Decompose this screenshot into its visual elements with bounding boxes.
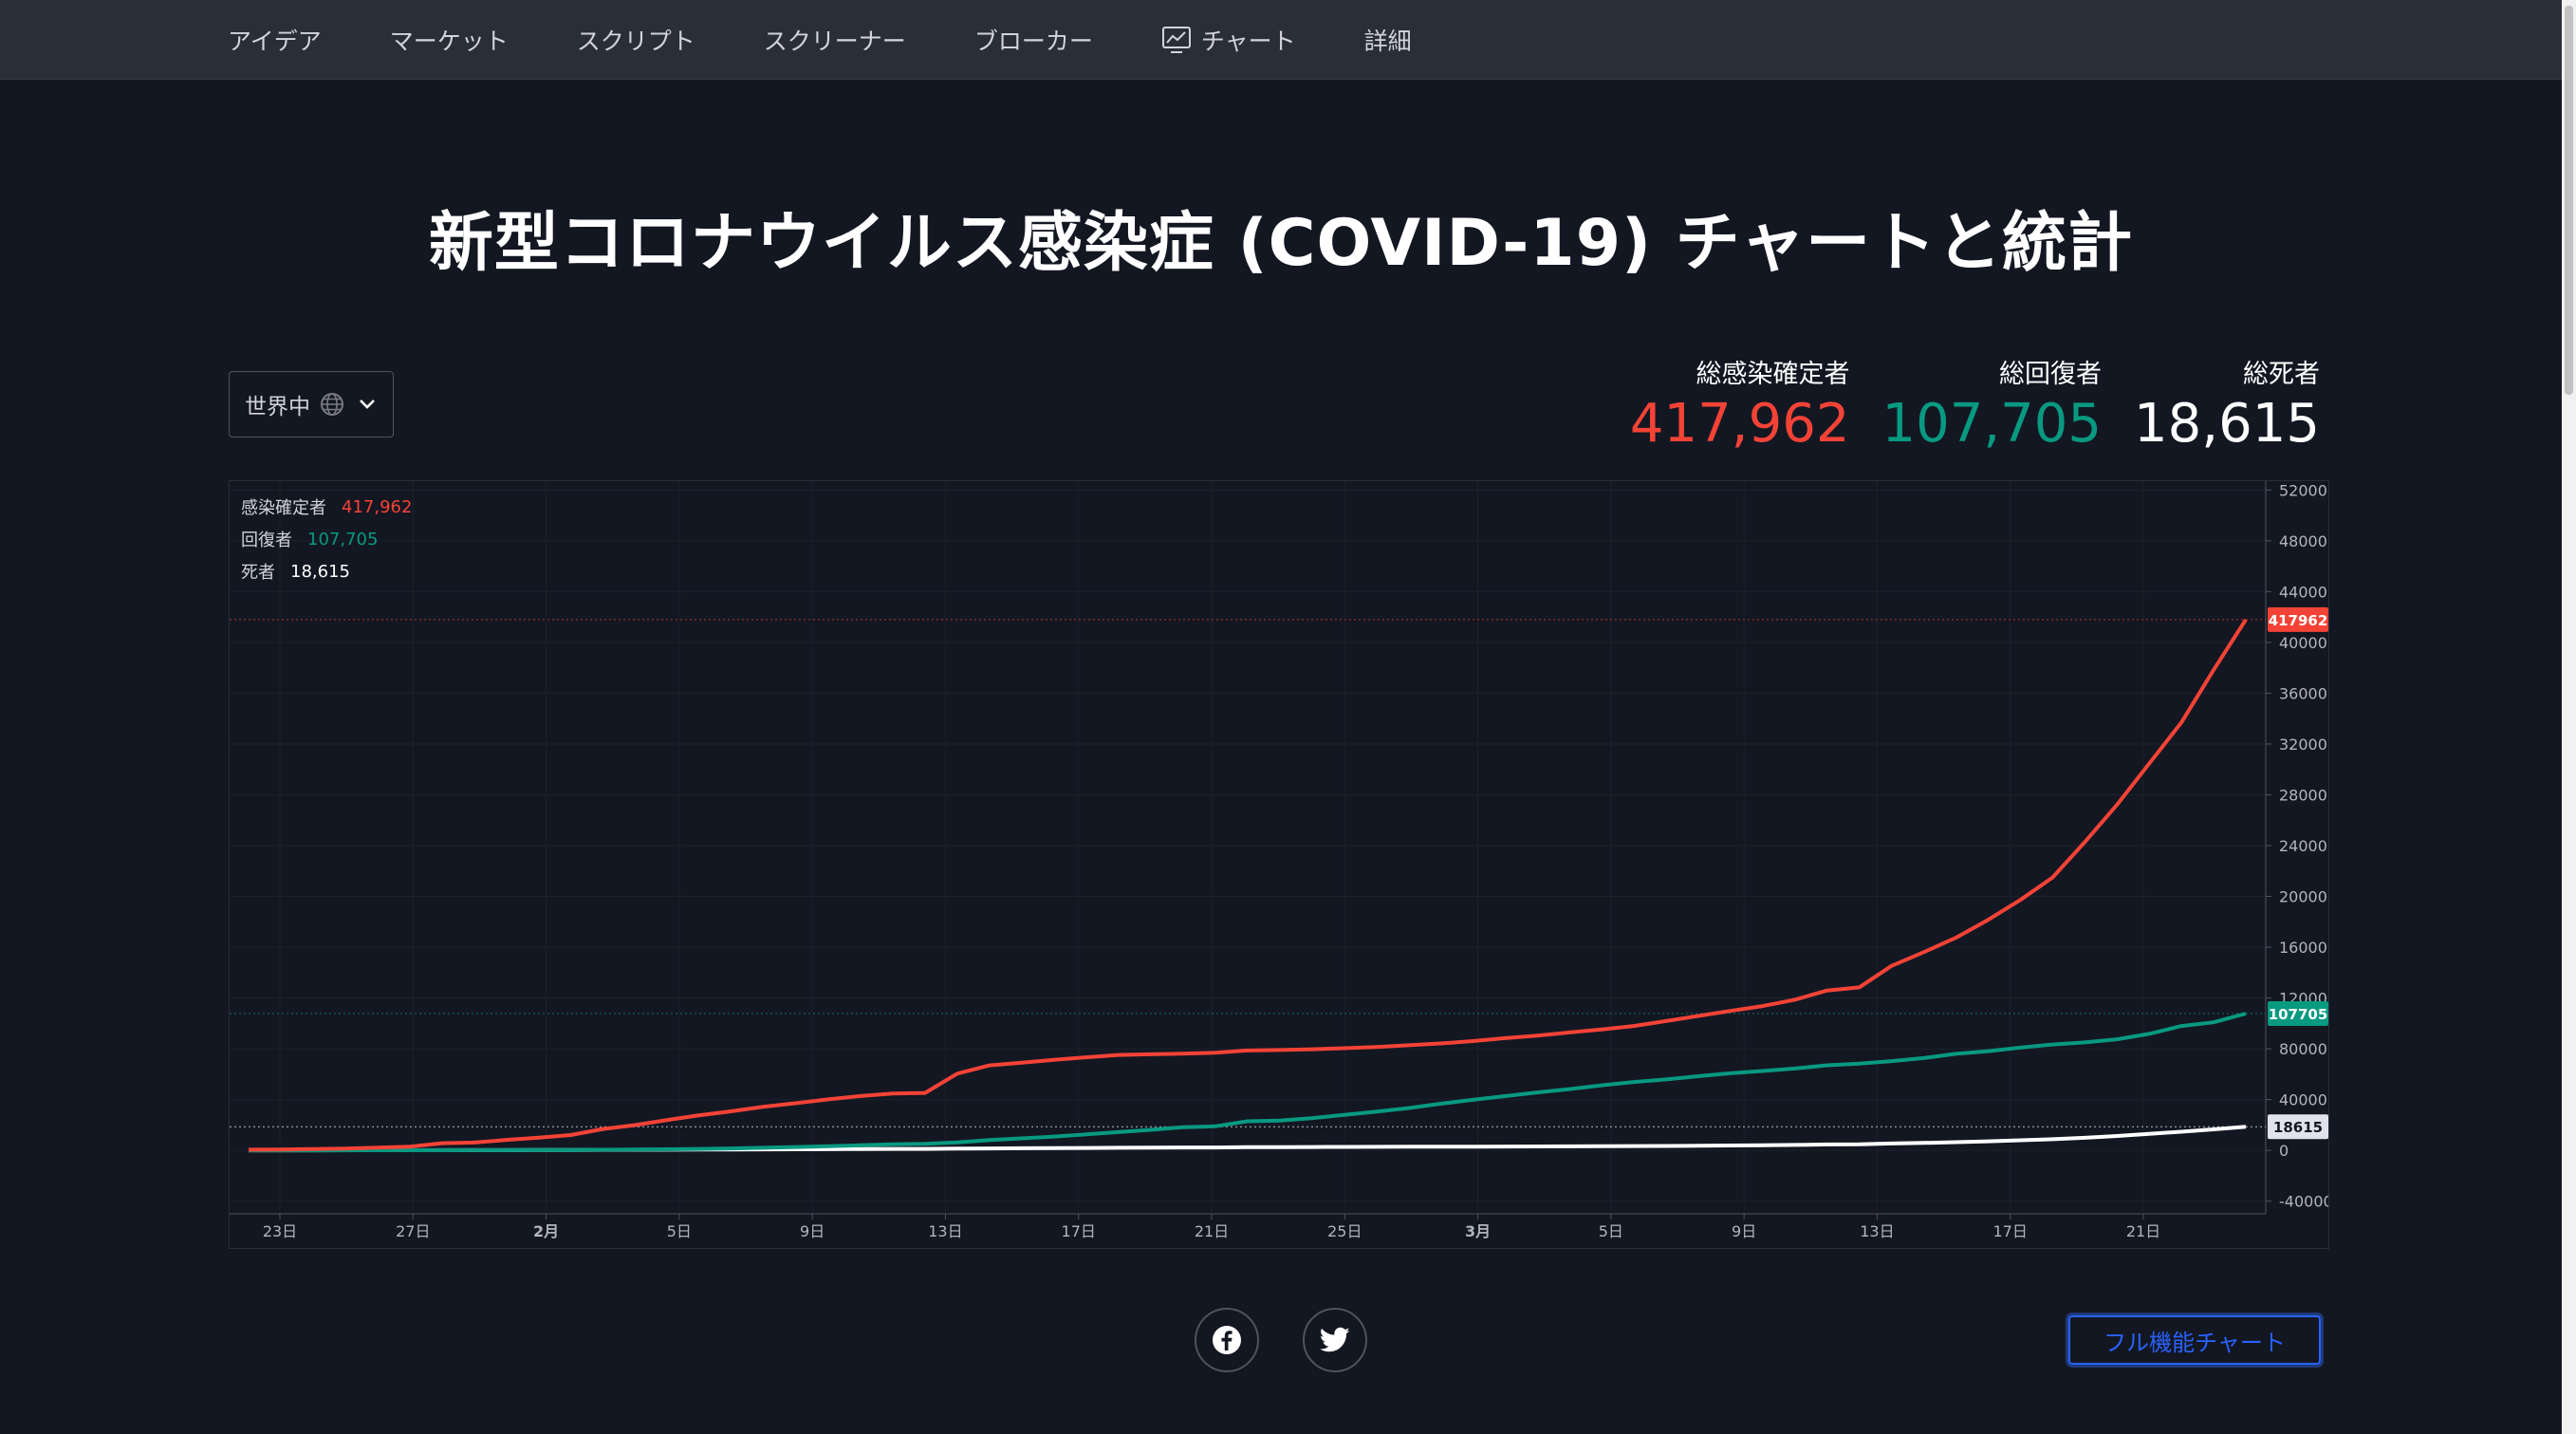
legend-confirmed: 感染確定者 417,962: [241, 491, 412, 523]
legend-value: 107,705: [307, 529, 379, 549]
summary-stats: 総感染確定者 417,962 総回復者 107,705 総死者 18,615: [1598, 353, 2320, 451]
nav-item-more[interactable]: 詳細: [1364, 23, 1412, 57]
x-tick-label: 21日: [2126, 1222, 2160, 1240]
x-tick-label: 9日: [1732, 1222, 1756, 1240]
legend-value: 18,615: [290, 561, 350, 582]
x-tick-label: 13日: [1860, 1222, 1894, 1240]
stat-recovered-value: 107,705: [1881, 393, 2103, 455]
stat-confirmed-label: 総感染確定者: [1696, 360, 1850, 389]
scrollbar-thumb[interactable]: [2565, 6, 2573, 395]
twitter-share-button[interactable]: [1303, 1308, 1367, 1372]
x-tick-label: 5日: [667, 1222, 692, 1240]
legend-deaths: 死者 18,615: [241, 555, 412, 587]
chevron-down-icon: [360, 400, 375, 409]
x-tick-label: 13日: [928, 1222, 962, 1240]
page-scrollbar[interactable]: [2562, 0, 2576, 1434]
chart-legend: 感染確定者 417,962 回復者 107,705 死者 18,615: [241, 491, 412, 587]
y-tick-label: 360000: [2279, 684, 2328, 702]
last-value-label: 107705: [2269, 1006, 2328, 1023]
y-tick-label: 0: [2279, 1142, 2289, 1160]
stat-recovered-label: 総回復者: [1999, 360, 2103, 389]
x-tick-label: 9日: [800, 1222, 825, 1240]
x-tick-label: 5日: [1599, 1222, 1623, 1240]
stat-deaths-label: 総死者: [2243, 360, 2320, 389]
nav-item-ideas[interactable]: アイデア: [228, 23, 322, 57]
x-tick-label: 17日: [1062, 1222, 1096, 1240]
stat-confirmed: 総感染確定者 417,962: [1630, 353, 1850, 451]
y-tick-label: 520000: [2279, 481, 2328, 499]
last-value-badge: [2268, 1000, 2328, 1026]
legend-name: 回復者: [241, 531, 292, 550]
covid-chart[interactable]: -400000400008000012000016000020000024000…: [229, 480, 2329, 1249]
nav-item-label: 詳細: [1363, 27, 1412, 55]
stat-confirmed-value: 417,962: [1629, 393, 1850, 455]
full-chart-button[interactable]: フル機能チャート: [2068, 1315, 2321, 1365]
last-value-badge: [2268, 1114, 2328, 1140]
last-value-label: 18615: [2273, 1119, 2323, 1136]
region-selected-label: 世界中: [245, 395, 310, 419]
y-tick-label: 160000: [2279, 939, 2328, 957]
nav-item-markets[interactable]: マーケット: [390, 23, 509, 57]
stat-deaths: 総死者 18,615: [2134, 353, 2320, 451]
facebook-share-button[interactable]: [1195, 1308, 1259, 1372]
nav-item-chart[interactable]: チャート: [1161, 23, 1296, 57]
last-value-badge: [2268, 606, 2328, 632]
y-tick-label: -40000: [2279, 1193, 2328, 1211]
facebook-icon: [1213, 1326, 1241, 1354]
nav-item-scripts[interactable]: スクリプト: [577, 23, 695, 57]
chart-icon: [1161, 26, 1191, 53]
nav-item-brokers[interactable]: ブローカー: [974, 23, 1093, 57]
chart-canvas[interactable]: -400000400008000012000016000020000024000…: [230, 481, 2328, 1248]
y-tick-label: 480000: [2279, 532, 2328, 550]
y-tick-label: 40000: [2279, 1091, 2327, 1109]
nav-item-screeners[interactable]: スクリーナー: [764, 23, 906, 57]
legend-recovered: 回復者 107,705: [241, 523, 412, 555]
legend-value: 417,962: [342, 496, 413, 517]
page-title: 新型コロナウイルス感染症 (COVID-19) チャートと統計: [428, 206, 2134, 281]
x-tick-label: 27日: [396, 1222, 430, 1240]
stat-deaths-value: 18,615: [2134, 393, 2320, 455]
top-navigation-bar: アイデア マーケット スクリプト スクリーナー ブローカー チャート 詳細: [0, 0, 2562, 80]
twitter-icon: [1320, 1327, 1350, 1352]
x-tick-label: 25日: [1327, 1222, 1362, 1240]
nav-item-label: スクリーナー: [763, 27, 906, 55]
nav-item-label: アイデア: [228, 27, 322, 55]
legend-name: 感染確定者: [241, 498, 326, 518]
x-tick-label: 23日: [263, 1222, 297, 1240]
series-line: [249, 1012, 2247, 1153]
x-tick-label: 3月: [1465, 1222, 1491, 1240]
y-tick-label: 200000: [2279, 888, 2328, 906]
stat-recovered: 総回復者 107,705: [1881, 353, 2102, 451]
legend-name: 死者: [241, 563, 275, 583]
y-tick-label: 80000: [2279, 1040, 2327, 1058]
nav-item-label: チャート: [1200, 27, 1296, 55]
region-dropdown[interactable]: 世界中: [229, 371, 394, 438]
x-tick-label: 21日: [1195, 1222, 1229, 1240]
y-tick-label: 240000: [2279, 837, 2328, 855]
series-line: [248, 618, 2248, 1152]
x-tick-label: 17日: [1993, 1222, 2028, 1240]
globe-icon: [321, 393, 343, 416]
nav-item-label: ブローカー: [973, 27, 1093, 55]
nav-item-label: マーケット: [389, 27, 509, 55]
y-tick-label: 280000: [2279, 786, 2328, 804]
last-value-label: 417962: [2269, 612, 2328, 629]
y-tick-label: 320000: [2279, 736, 2328, 754]
main-nav: アイデア マーケット スクリプト スクリーナー ブローカー チャート 詳細: [228, 0, 1480, 79]
nav-item-label: スクリプト: [576, 27, 695, 55]
y-tick-label: 440000: [2279, 583, 2328, 601]
x-tick-label: 2月: [533, 1222, 559, 1240]
